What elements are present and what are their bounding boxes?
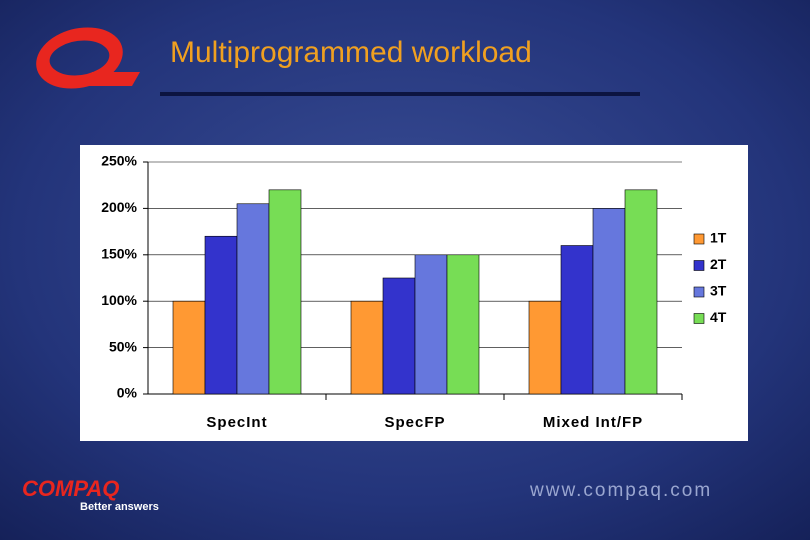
bar: [172, 300, 206, 395]
plot: 0% 50% 100% 150% 200% 250% SpecInt SpecFP Mixed …: [101, 153, 727, 431]
tagline: Better answers: [80, 501, 159, 513]
slide-title: Multiprogrammed workload: [170, 36, 532, 69]
url: www.compaq.com: [529, 480, 712, 501]
bar: [592, 208, 626, 395]
x-tick-label: Mixed Int/FP: [543, 414, 643, 431]
legend-swatch: [693, 233, 705, 245]
brand: COMPAQ: [22, 476, 119, 501]
bar: [236, 203, 270, 395]
y-tick-label: 100%: [101, 292, 137, 308]
bar: [528, 300, 562, 395]
q-logo: [36, 27, 140, 89]
legend-label: 3T: [710, 283, 727, 299]
bar: [414, 254, 448, 395]
bar: [446, 254, 480, 395]
y-tick-label: 50%: [109, 338, 138, 354]
y-tick-label: 150%: [101, 246, 137, 262]
x-tick-label: SpecFP: [384, 414, 445, 431]
bar: [624, 189, 658, 395]
bar: [204, 235, 238, 395]
bar: [350, 300, 384, 395]
bar: [560, 245, 594, 395]
legend-label: 2T: [710, 256, 727, 272]
bar: [382, 277, 416, 395]
y-tick-label: 200%: [101, 199, 137, 215]
legend-swatch: [693, 286, 705, 298]
x-tick-label: SpecInt: [206, 414, 267, 431]
legend-label: 4T: [710, 309, 727, 325]
bar: [268, 189, 302, 395]
legend-swatch: [693, 313, 705, 324]
y-tick-label: 0%: [117, 385, 138, 401]
legend-label: 1T: [710, 230, 727, 246]
legend-swatch: [693, 260, 705, 271]
y-tick-label: 250%: [101, 153, 137, 169]
